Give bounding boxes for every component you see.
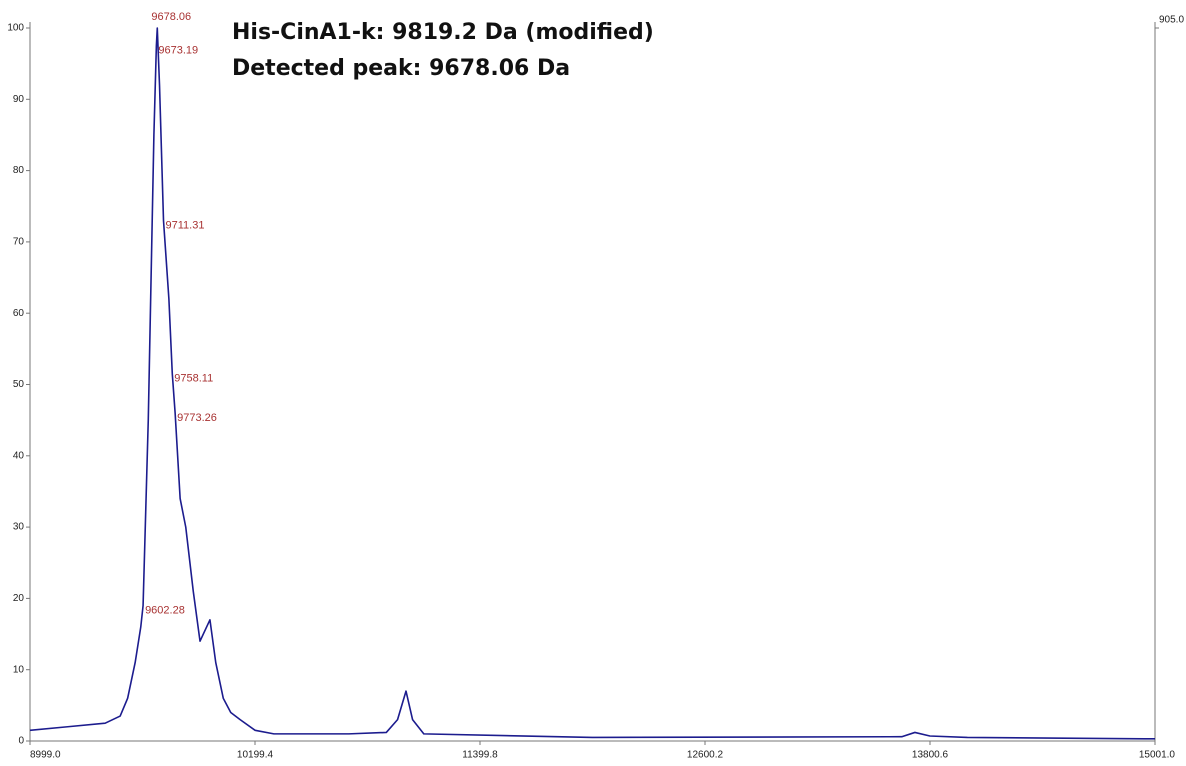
y-tick-label: 0 <box>18 736 24 747</box>
peak-label: 9758.11 <box>174 373 213 385</box>
peak-label: 9773.26 <box>177 412 217 424</box>
x-tick-label: 12600.2 <box>687 750 724 761</box>
peak-label: 9711.31 <box>166 219 205 231</box>
y-tick-label: 70 <box>13 237 25 248</box>
y-tick-label: 20 <box>13 593 25 604</box>
y-tick-label: 50 <box>13 379 25 390</box>
x-tick-label: 11399.8 <box>462 750 498 761</box>
y-tick-label: 10 <box>13 664 25 675</box>
y-tick-label: 80 <box>13 165 25 176</box>
y-tick-label: 90 <box>13 94 25 105</box>
y2-tick-label: 905.0 <box>1159 15 1184 26</box>
peak-label: 9602.28 <box>145 604 185 616</box>
axes <box>29 22 1156 742</box>
spectrum-line <box>29 27 1156 740</box>
y-tick-label: 60 <box>13 308 25 319</box>
y-tick-label: 100 <box>7 23 24 34</box>
chart-subtitle: Detected peak: 9678.06 Da <box>232 56 570 81</box>
peak-label: 9673.19 <box>158 45 198 57</box>
chart-title: His-CinA1-k: 9819.2 Da (modified) <box>232 20 654 45</box>
x-tick-label: 15001.0 <box>1139 750 1176 761</box>
peak-label: 9678.06 <box>151 11 191 23</box>
y-tick-label: 30 <box>13 522 25 533</box>
y-tick-label: 40 <box>13 450 25 461</box>
x-tick-label: 13800.6 <box>912 750 949 761</box>
x-tick-label: 8999.0 <box>30 750 61 761</box>
x-tick-label: 10199.4 <box>237 750 274 761</box>
